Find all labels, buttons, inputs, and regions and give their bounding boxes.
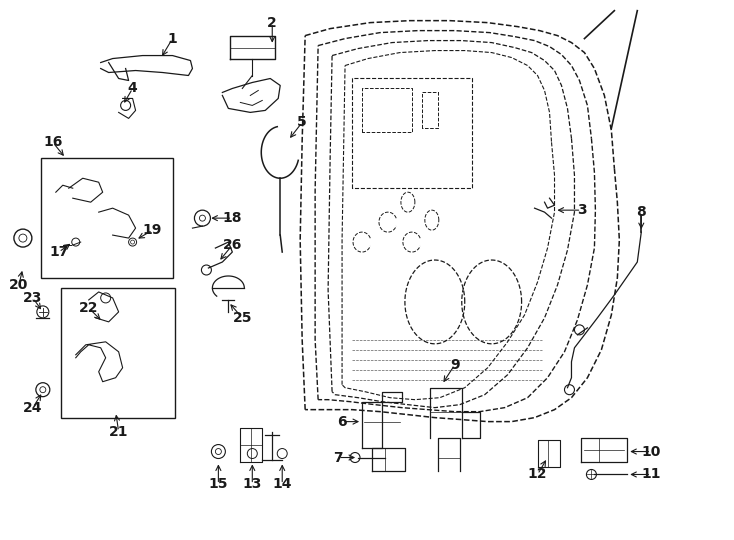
Text: 18: 18 (222, 211, 242, 225)
Text: 7: 7 (333, 450, 343, 464)
Text: 8: 8 (636, 205, 646, 219)
Text: 17: 17 (49, 245, 68, 259)
Text: 15: 15 (208, 477, 228, 491)
Bar (41, 158, 172, 278)
Text: 21: 21 (109, 424, 128, 438)
Text: 9: 9 (450, 358, 459, 372)
Text: 19: 19 (143, 223, 162, 237)
Text: 24: 24 (23, 401, 43, 415)
Text: 2: 2 (267, 16, 277, 30)
Text: 26: 26 (222, 238, 242, 252)
Text: 23: 23 (23, 291, 43, 305)
Text: 4: 4 (128, 82, 137, 96)
Text: 6: 6 (337, 415, 347, 429)
Text: 5: 5 (297, 116, 307, 130)
Text: 11: 11 (642, 468, 661, 482)
Text: 10: 10 (642, 444, 661, 458)
Text: 25: 25 (233, 311, 252, 325)
Text: 3: 3 (577, 203, 586, 217)
Text: 13: 13 (243, 477, 262, 491)
Text: 16: 16 (43, 136, 62, 150)
Text: 20: 20 (10, 278, 29, 292)
Text: 1: 1 (167, 32, 178, 45)
Text: 14: 14 (272, 477, 292, 491)
Bar (61, 288, 175, 417)
Text: 12: 12 (528, 468, 548, 482)
Text: 22: 22 (79, 301, 98, 315)
